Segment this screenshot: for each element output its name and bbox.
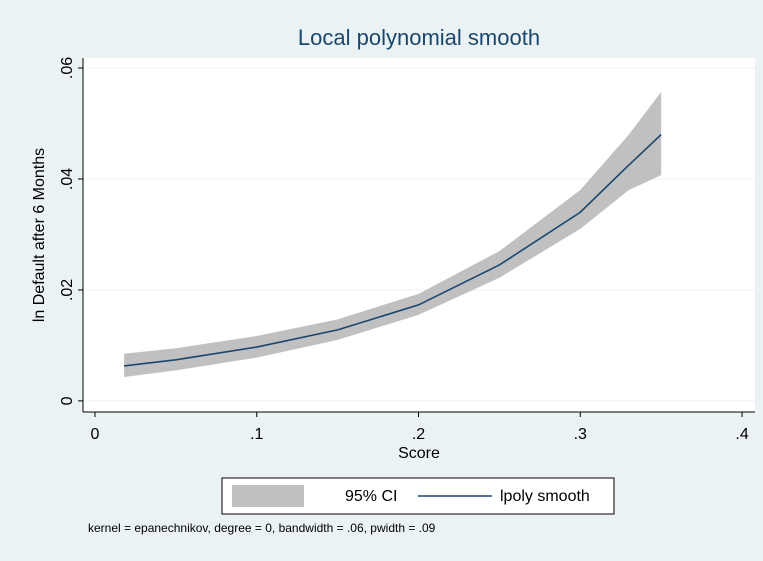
legend-label: lpoly smooth [500,488,590,505]
legend-label: 95% CI [345,488,397,505]
x-tick-label: 0 [91,426,100,443]
y-axis-title: ln Default after 6 Months [31,148,48,322]
chart-title: Local polynomial smooth [298,25,540,50]
y-tick-label: 0 [59,396,76,405]
y-tick-label: .02 [59,279,76,301]
x-tick-label: .1 [250,426,263,443]
y-tick-label: .04 [59,168,76,190]
x-tick-label: .2 [412,426,425,443]
note: kernel = epanechnikov, degree = 0, bandw… [88,521,436,535]
smooth-line [123,133,662,367]
x-tick-label: .4 [735,426,748,443]
y-tick-label: .06 [59,57,76,79]
x-tick-label: .3 [574,426,587,443]
legend-swatch [232,485,304,507]
x-axis-title: Score [398,445,440,462]
ci-band [124,91,662,378]
